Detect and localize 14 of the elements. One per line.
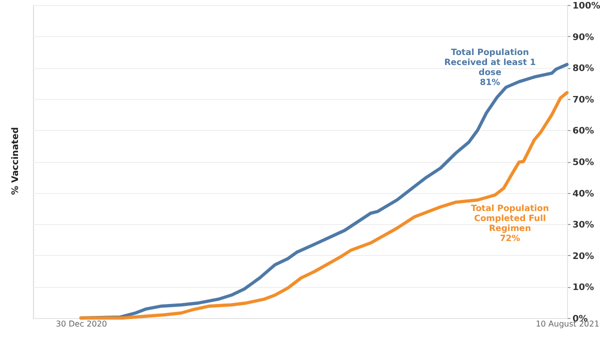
annotation: Total Population Received at least 1 dose 81% xyxy=(444,48,536,88)
y-tick-label: 70% xyxy=(572,95,594,106)
y-tick-label: 80% xyxy=(572,64,594,74)
y-axis-title: % Vaccinated xyxy=(11,127,21,195)
y-tick-label: 50% xyxy=(572,158,594,168)
y-tick-label: 10% xyxy=(572,283,594,294)
y-tick-label: 40% xyxy=(572,189,594,200)
y-tick-label: 30% xyxy=(572,220,594,231)
annotation: Total Population Completed Full Regimen 72% xyxy=(471,204,549,244)
y-tick-label: 20% xyxy=(572,252,594,262)
x-tick-label: 30 Dec 2020 xyxy=(56,320,108,328)
y-tick-label: 100% xyxy=(572,2,600,12)
y-tick-label: 60% xyxy=(572,126,594,137)
y-tick-label: 90% xyxy=(572,32,594,43)
